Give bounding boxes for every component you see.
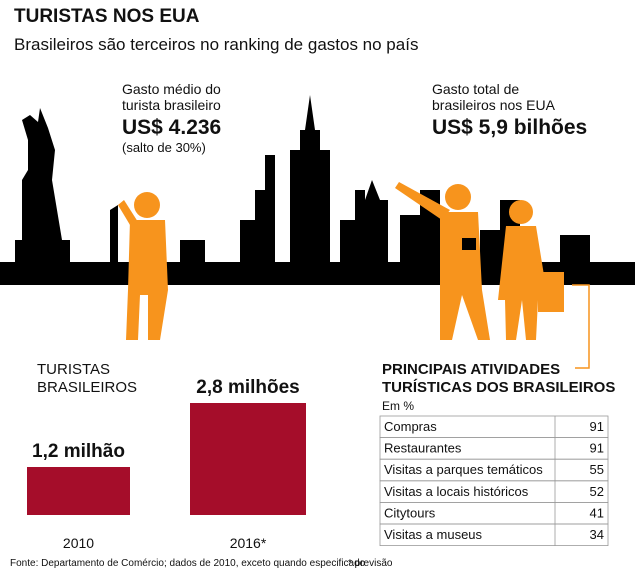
stat-label: turista brasileiro [122, 97, 221, 113]
row-label: Visitas a parques temáticos [384, 462, 543, 477]
table-unit: Em % [382, 399, 414, 413]
chart-title: BRASILEIROS [37, 379, 137, 396]
stat-note: (salto de 30%) [122, 140, 206, 155]
stat-label: Gasto médio do [122, 81, 221, 97]
bar [190, 403, 306, 515]
row-label: Compras [384, 419, 437, 434]
table: Compras 91 Restaurantes 91 Visitas a parques… [379, 415, 609, 547]
stat-value: US$ 4.236 [122, 116, 221, 139]
row-value: 91 [590, 419, 604, 434]
footnote: * previsão [348, 558, 393, 569]
value-label: 2,8 milhões [196, 377, 300, 398]
camera-icon [462, 238, 476, 250]
x-tick-label: 2010 [63, 535, 94, 551]
table-title: PRINCIPAIS ATIVIDADES [382, 361, 560, 378]
value-label: 1,2 milhão [32, 441, 125, 462]
row-label: Visitas a museus [384, 527, 483, 542]
table-row [379, 523, 609, 547]
x-tick-label: 2016* [230, 535, 267, 551]
source: Fonte: Departamento de Comércio; dados d… [10, 558, 366, 569]
stat-label: Gasto total de [432, 81, 519, 97]
stat-label: brasileiros nos EUA [432, 97, 556, 113]
chart-title: TURISTAS [37, 361, 110, 378]
skyline [0, 95, 635, 285]
stat-value: US$ 5,9 bilhões [432, 116, 587, 139]
subtitle: Brasileiros são terceiros no ranking de … [14, 35, 418, 54]
connector [572, 284, 590, 369]
row-value: 55 [590, 462, 604, 477]
row-value: 34 [590, 527, 604, 542]
title: TURISTAS NOS EUA [14, 6, 200, 27]
row-value: 91 [590, 441, 604, 456]
tourist-figures [118, 182, 564, 340]
row-value: 41 [590, 505, 604, 520]
row-label: Restaurantes [384, 441, 462, 456]
bar [27, 467, 130, 515]
table-title: TURÍSTICAS DOS BRASILEIROS [382, 379, 615, 396]
row-value: 52 [590, 484, 604, 499]
row-label: Visitas a locais históricos [384, 484, 529, 499]
row-label: Citytours [384, 505, 436, 520]
